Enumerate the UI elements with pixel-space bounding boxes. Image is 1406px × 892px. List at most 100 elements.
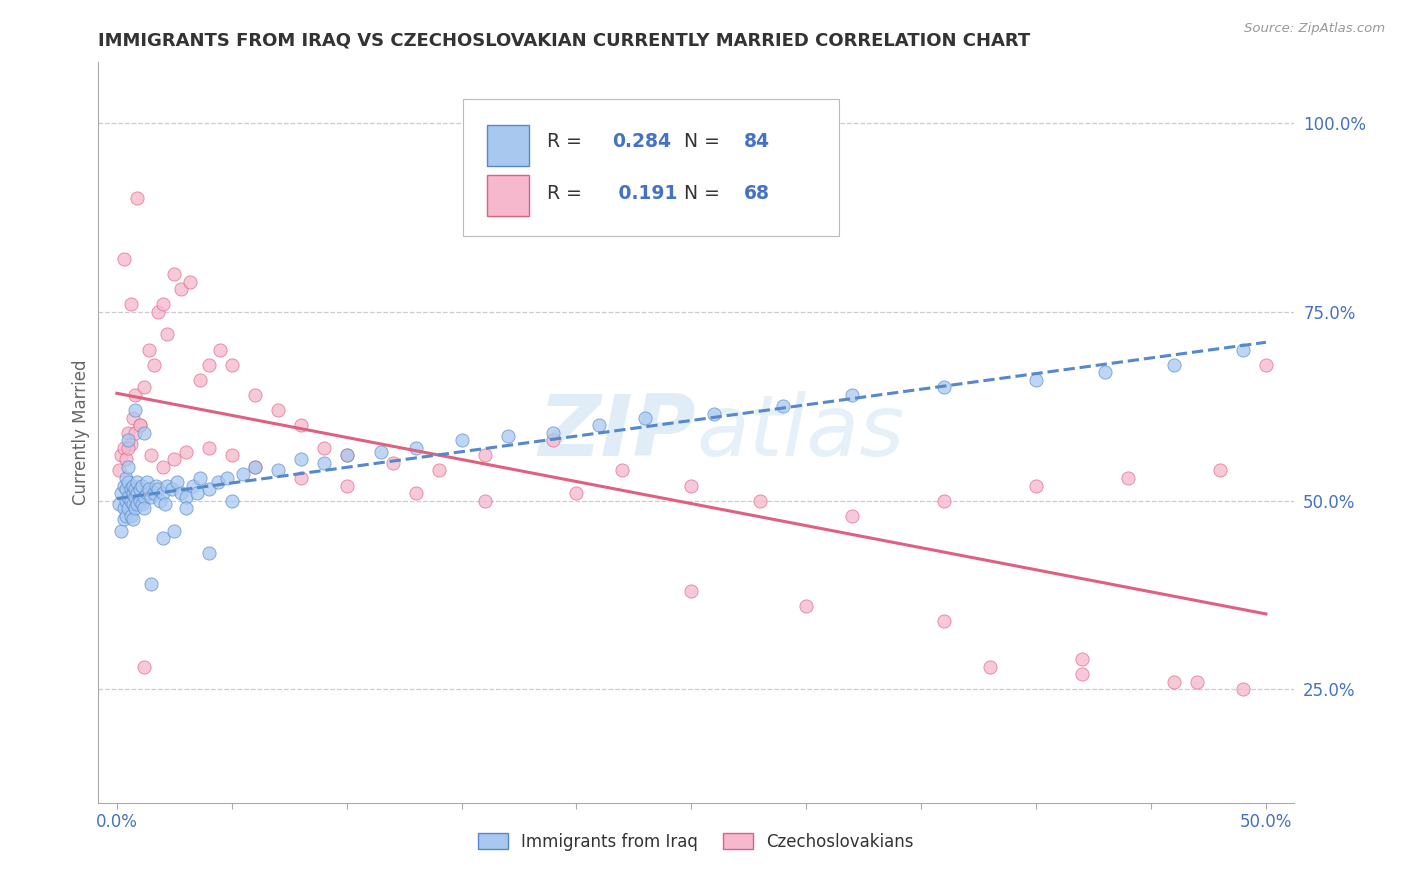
Text: N =: N = [685,184,725,203]
Point [405,486,427,500]
Point [120,493,142,508]
Point [336,448,359,462]
Point [134,425,156,440]
Point [979,660,1001,674]
Point [124,501,146,516]
Point [290,471,312,485]
Point [117,501,139,516]
Point [117,433,139,447]
Point [156,478,179,492]
Point [135,486,157,500]
Point [243,459,266,474]
Point [703,407,725,421]
Point [127,497,149,511]
Point [149,493,172,508]
Point [612,463,634,477]
FancyBboxPatch shape [463,99,839,236]
Point [115,471,138,485]
Point [152,297,174,311]
Point [772,399,794,413]
Point [122,497,145,511]
Point [336,478,359,492]
Point [170,486,193,500]
Point [108,497,131,511]
Point [565,486,588,500]
Point [156,327,179,342]
Point [115,452,138,467]
Point [117,425,139,440]
Point [117,441,139,455]
Point [160,483,183,497]
Point [166,475,188,489]
Point [134,660,156,674]
Point [209,343,232,357]
Point [122,486,145,500]
Text: N =: N = [685,132,725,151]
Text: 0.284: 0.284 [613,132,671,151]
Point [117,475,139,489]
Point [141,448,163,462]
Point [124,490,146,504]
Point [128,418,150,433]
Point [134,490,156,504]
Point [221,358,243,372]
Point [496,429,519,443]
Point [1071,667,1094,681]
Point [934,493,956,508]
Point [381,456,404,470]
Point [1254,358,1277,372]
Point [1209,463,1232,477]
Point [1185,674,1208,689]
Point [197,441,219,455]
Point [124,483,146,497]
Text: R =: R = [547,132,588,151]
Point [122,478,145,492]
Point [163,267,186,281]
Point [124,388,146,402]
Point [163,524,186,538]
Point [188,471,211,485]
Point [243,459,266,474]
Point [152,459,174,474]
Point [112,252,135,266]
FancyBboxPatch shape [486,175,529,216]
Point [1094,365,1116,379]
Point [127,191,149,205]
Point [474,448,496,462]
Point [142,358,165,372]
Point [148,304,170,318]
Point [128,418,150,433]
Point [110,486,132,500]
Point [122,512,145,526]
Point [188,373,211,387]
Text: R =: R = [547,184,588,203]
Point [1163,358,1185,372]
Point [336,448,359,462]
Point [128,483,150,497]
Y-axis label: Currently Married: Currently Married [72,359,90,506]
Point [120,437,142,451]
Text: ZIP: ZIP [538,391,696,475]
Point [170,282,193,296]
Point [134,380,156,394]
Point [127,475,149,489]
Point [127,486,149,500]
Point [131,478,153,492]
Point [267,403,290,417]
Point [934,615,956,629]
Point [588,418,610,433]
Point [153,497,176,511]
Point [681,584,703,599]
Point [312,441,335,455]
Point [120,297,142,311]
Point [197,547,219,561]
Text: 68: 68 [744,184,769,203]
Point [207,475,229,489]
Point [197,483,219,497]
Point [138,343,160,357]
Point [1071,652,1094,666]
Text: 84: 84 [744,132,769,151]
Point [217,471,239,485]
Point [232,467,254,482]
Point [112,478,135,492]
